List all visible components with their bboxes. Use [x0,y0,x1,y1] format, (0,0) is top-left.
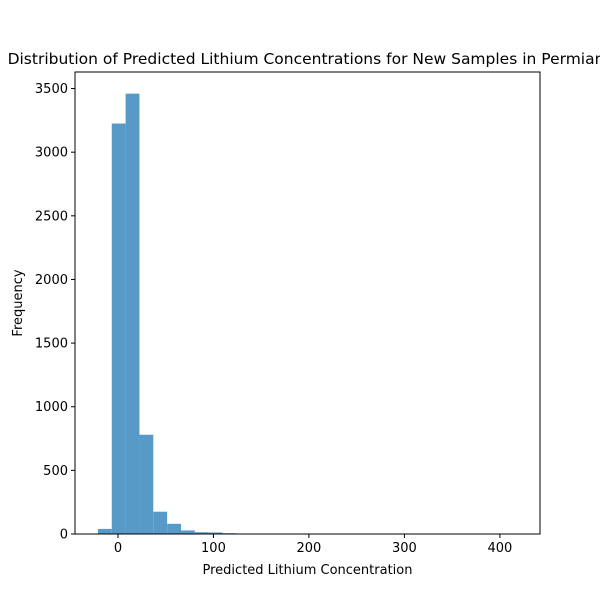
y-tick-label: 500 [43,464,68,479]
histogram-bars [97,93,514,535]
y-tick-label: 0 [60,528,68,543]
y-tick-label: 3000 [35,146,68,161]
x-axis: 0 100 200 300 400 [114,534,512,556]
y-axis: 0 500 1000 1500 2000 2500 3000 3500 [35,82,75,543]
y-tick-label: 3500 [35,82,68,97]
x-axis-label: Predicted Lithium Concentration [203,563,413,578]
histogram-bar [153,511,168,534]
x-tick-label: 200 [297,541,322,556]
y-tick-label: 1000 [35,400,68,415]
histogram-bar [194,532,209,534]
x-tick-label: 0 [114,541,122,556]
histogram-bar [125,93,140,535]
histogram-bar [111,123,126,534]
chart-title: Distribution of Predicted Lithium Concen… [8,50,600,68]
histogram-bar [97,528,112,534]
plot-area-frame [74,71,541,535]
histogram-bar [180,530,195,534]
histogram-bar [167,523,181,534]
histogram-bar [208,532,223,534]
y-axis-label: Frequency [11,269,26,336]
x-tick-label: 300 [392,541,417,556]
y-tick-label: 2000 [35,273,68,288]
y-tick-label: 2500 [35,209,68,224]
y-tick-label: 1500 [35,337,68,352]
x-tick-label: 400 [487,541,512,556]
histogram-bar [139,434,154,534]
x-tick-label: 100 [201,541,226,556]
